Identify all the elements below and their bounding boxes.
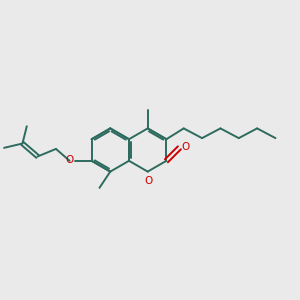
Text: O: O [182, 142, 190, 152]
Text: O: O [145, 176, 153, 185]
Text: O: O [65, 155, 73, 165]
